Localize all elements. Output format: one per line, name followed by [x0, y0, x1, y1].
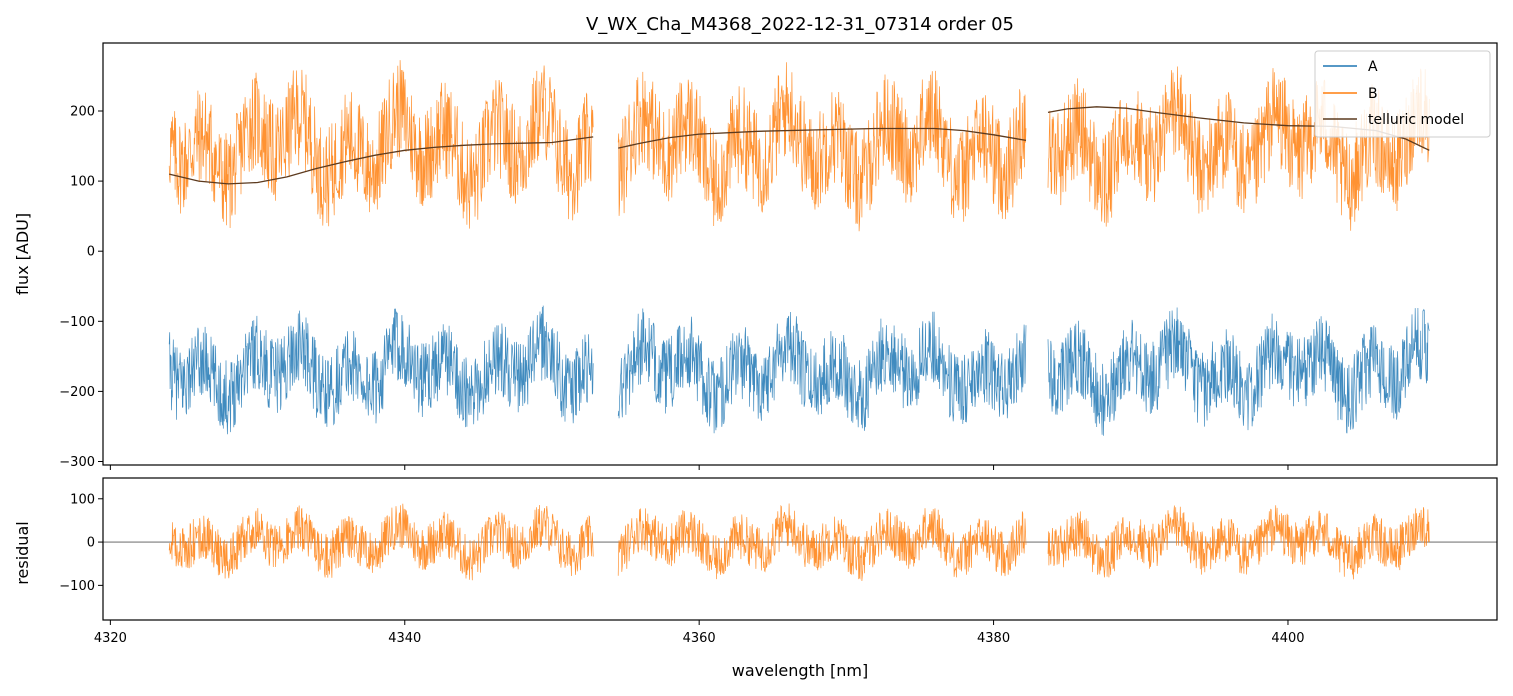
flux-ytick-label: 0: [87, 245, 95, 260]
residual-panel: −100 0 100 4320 4340 4360 4380 4400 residual w…: [13, 477, 1498, 680]
legend-label-a: A: [1368, 59, 1378, 75]
series-a-line-segment-1: [168, 305, 594, 435]
x-tick-label: 4320: [94, 631, 127, 646]
chart-title: V_WX_Cha_M4368_2022-12-31_07314 order 05: [586, 14, 1014, 35]
flux-ytick-label: 200: [70, 104, 95, 119]
x-tick-label: 4360: [683, 631, 716, 646]
series-b-line-segment-1: [168, 60, 594, 229]
flux-ytick-label: 100: [70, 175, 95, 190]
residual-y-label: residual: [13, 521, 32, 584]
residual-ytick-label: −100: [59, 579, 95, 594]
legend: A B telluric model: [1314, 50, 1491, 138]
flux-y-label: flux [ADU]: [13, 213, 32, 295]
residual-panel-frame: [102, 477, 1498, 621]
x-tick-label: 4400: [1271, 631, 1304, 646]
flux-ytick-label: −200: [59, 385, 95, 400]
residual-line-segment-3: [1047, 505, 1430, 580]
residual-line-segment-1: [168, 503, 594, 581]
legend-label-model: telluric model: [1368, 112, 1464, 128]
series-b-line-segment-2: [617, 62, 1027, 232]
series-b-line-segment-3: [1047, 66, 1430, 231]
legend-frame: [1314, 50, 1491, 138]
residual-ytick-label: 100: [70, 492, 95, 507]
x-tick-label: 4380: [977, 631, 1010, 646]
series-a-line-segment-2: [617, 308, 1027, 434]
series-a-line-segment-3: [1047, 307, 1430, 436]
flux-ytick-label: −100: [59, 315, 95, 330]
flux-panel-frame: [102, 42, 1498, 466]
residual-ytick-label: 0: [87, 536, 95, 551]
legend-label-b: B: [1368, 86, 1378, 102]
x-tick-label: 4340: [388, 631, 421, 646]
flux-ytick-label: −300: [59, 455, 95, 470]
x-axis-label: wavelength [nm]: [732, 661, 869, 680]
residual-line-segment-2: [617, 503, 1027, 582]
flux-panel: −300 −200 −100 0 100 200 flux [ADU]: [13, 42, 1498, 470]
